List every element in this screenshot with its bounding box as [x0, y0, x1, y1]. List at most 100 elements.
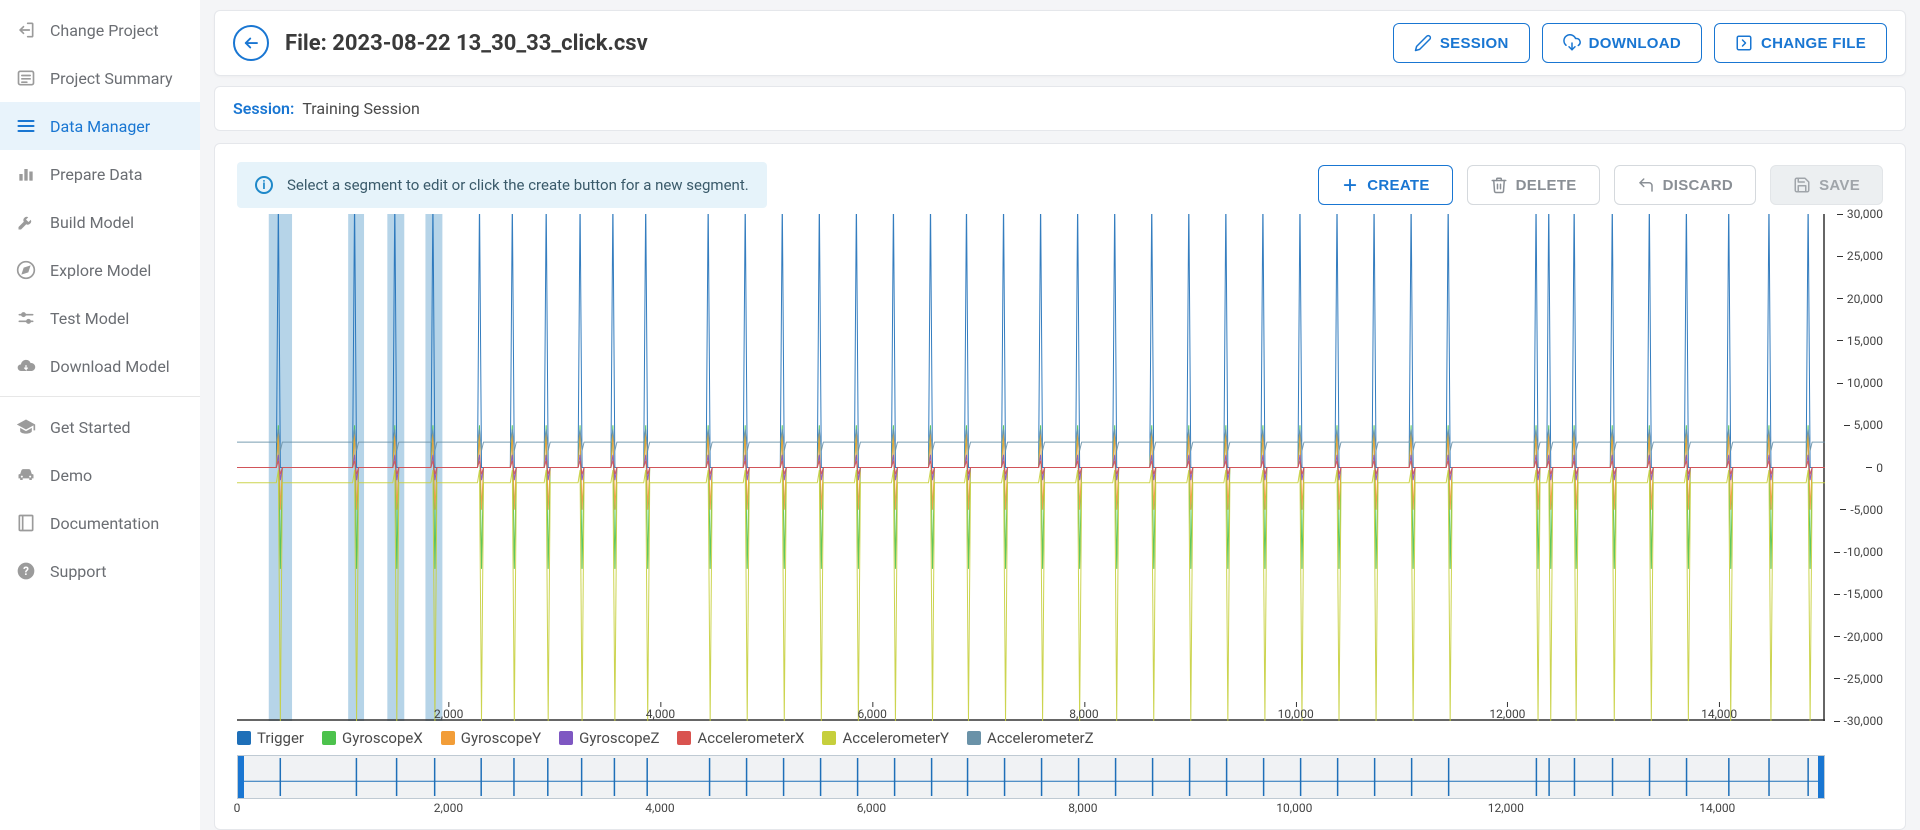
legend-swatch	[822, 731, 836, 745]
sidebar-item-project-summary[interactable]: Project Summary	[0, 54, 200, 102]
download-button[interactable]: DOWNLOAD	[1542, 23, 1702, 63]
create-button-label: CREATE	[1367, 177, 1429, 194]
discard-button-label: DISCARD	[1663, 177, 1733, 194]
session-button[interactable]: SESSION	[1393, 23, 1530, 63]
sidebar-item-label: Explore Model	[50, 261, 151, 280]
sidebar: Change Project Project Summary Data Manage…	[0, 0, 200, 830]
session-value: Training Session	[302, 99, 420, 118]
sidebar-item-label: Data Manager	[50, 117, 150, 136]
overview-x-tick: 2,000	[434, 801, 463, 815]
overview-x-axis: 02,0004,0006,0008,00010,00012,00014,000	[237, 799, 1825, 817]
sidebar-item-label: Download Model	[50, 357, 170, 376]
sidebar-item-documentation[interactable]: Documentation	[0, 499, 200, 547]
x-tick: 10,000	[1278, 707, 1314, 721]
x-tick: 8,000	[1069, 707, 1098, 721]
help-icon: ?	[16, 561, 36, 581]
legend-item-accelerometerz[interactable]: AccelerometerZ	[967, 729, 1094, 747]
overview-x-tick: 14,000	[1699, 801, 1735, 815]
legend-item-gyroscopey[interactable]: GyroscopeY	[441, 729, 541, 747]
sidebar-item-label: Demo	[50, 466, 92, 485]
wrench-icon	[16, 212, 36, 232]
sidebar-item-label: Get Started	[50, 418, 131, 437]
overview-x-tick: 4,000	[645, 801, 674, 815]
sidebar-item-get-started[interactable]: Get Started	[0, 403, 200, 451]
session-bar: Session: Training Session	[214, 86, 1906, 131]
cloud-down-icon	[16, 356, 36, 376]
legend-swatch	[677, 731, 691, 745]
timeseries-chart[interactable]	[237, 214, 1825, 703]
legend-item-accelerometerx[interactable]: AccelerometerX	[677, 729, 804, 747]
session-label: Session:	[233, 99, 294, 118]
sidebar-item-label: Prepare Data	[50, 165, 142, 184]
sidebar-item-prepare-data[interactable]: Prepare Data	[0, 150, 200, 198]
legend-item-trigger[interactable]: Trigger	[237, 729, 304, 747]
graduation-icon	[16, 417, 36, 437]
info-text: Select a segment to edit or click the cr…	[287, 176, 749, 194]
overview-x-tick: 0	[234, 801, 241, 815]
legend-label: AccelerometerX	[697, 729, 804, 747]
file-name: 2023-08-22 13_30_33_click.csv	[332, 31, 647, 56]
save-button-label: SAVE	[1819, 177, 1860, 194]
compass-icon	[16, 260, 36, 280]
y-tick: 15,000	[1837, 334, 1883, 348]
change-file-button[interactable]: CHANGE FILE	[1714, 23, 1887, 63]
sidebar-item-label: Test Model	[50, 309, 129, 328]
change-file-button-label: CHANGE FILE	[1761, 35, 1866, 52]
legend-swatch	[441, 731, 455, 745]
x-axis: 2,0004,0006,0008,00010,00012,00014,000	[237, 703, 1825, 725]
chart-legend: Trigger GyroscopeX GyroscopeY GyroscopeZ Acc…	[237, 725, 1883, 755]
sidebar-item-explore-model[interactable]: Explore Model	[0, 246, 200, 294]
overview-chart[interactable]	[237, 755, 1825, 799]
legend-label: GyroscopeZ	[579, 729, 659, 747]
x-tick: 14,000	[1701, 707, 1737, 721]
delete-button[interactable]: DELETE	[1467, 165, 1600, 205]
legend-label: AccelerometerZ	[987, 729, 1094, 747]
info-banner: i Select a segment to edit or click the …	[237, 162, 767, 208]
sidebar-item-label: Documentation	[50, 514, 159, 533]
y-tick: 0	[1866, 461, 1883, 475]
summary-icon	[16, 68, 36, 88]
file-title: File: 2023-08-22 13_30_33_click.csv	[285, 31, 648, 56]
barchart-icon	[16, 164, 36, 184]
y-tick: 25,000	[1837, 249, 1883, 263]
y-tick: 30,000	[1837, 207, 1883, 221]
sidebar-item-change-project[interactable]: Change Project	[0, 6, 200, 54]
sidebar-item-test-model[interactable]: Test Model	[0, 294, 200, 342]
overview-selection[interactable]	[238, 756, 1824, 798]
x-tick: 12,000	[1489, 707, 1525, 721]
y-tick: -5,000	[1840, 503, 1883, 517]
legend-item-gyroscopez[interactable]: GyroscopeZ	[559, 729, 659, 747]
legend-label: GyroscopeX	[342, 729, 423, 747]
sidebar-item-label: Support	[50, 562, 106, 581]
y-axis: -30,000-25,000-20,000-15,000-10,000-5,00…	[1825, 214, 1883, 703]
header-bar: File: 2023-08-22 13_30_33_click.csv SESS…	[214, 10, 1906, 76]
overview-x-tick: 10,000	[1276, 801, 1312, 815]
legend-label: GyroscopeY	[461, 729, 541, 747]
exit-left-icon	[16, 20, 36, 40]
sidebar-item-support[interactable]: ? Support	[0, 547, 200, 595]
legend-item-gyroscopex[interactable]: GyroscopeX	[322, 729, 423, 747]
overview-x-tick: 12,000	[1488, 801, 1524, 815]
y-tick: -20,000	[1834, 630, 1883, 644]
y-tick: -30,000	[1834, 714, 1883, 728]
legend-label: AccelerometerY	[842, 729, 949, 747]
sidebar-item-demo[interactable]: Demo	[0, 451, 200, 499]
svg-text:?: ?	[23, 564, 29, 578]
y-tick: 10,000	[1837, 376, 1883, 390]
sidebar-item-data-manager[interactable]: Data Manager	[0, 102, 200, 150]
x-tick: 6,000	[858, 707, 887, 721]
legend-item-accelerometery[interactable]: AccelerometerY	[822, 729, 949, 747]
x-tick: 2,000	[434, 707, 463, 721]
y-tick: -25,000	[1834, 672, 1883, 686]
create-button[interactable]: CREATE	[1318, 165, 1452, 205]
sidebar-item-build-model[interactable]: Build Model	[0, 198, 200, 246]
chart-panel: i Select a segment to edit or click the …	[214, 143, 1906, 830]
y-tick: -15,000	[1834, 587, 1883, 601]
sidebar-item-label: Project Summary	[50, 69, 173, 88]
discard-button[interactable]: DISCARD	[1614, 165, 1756, 205]
file-prefix: File:	[285, 31, 332, 56]
sidebar-item-download-model[interactable]: Download Model	[0, 342, 200, 390]
back-button[interactable]	[233, 25, 269, 61]
download-button-label: DOWNLOAD	[1589, 35, 1681, 52]
overview-x-tick: 6,000	[857, 801, 886, 815]
